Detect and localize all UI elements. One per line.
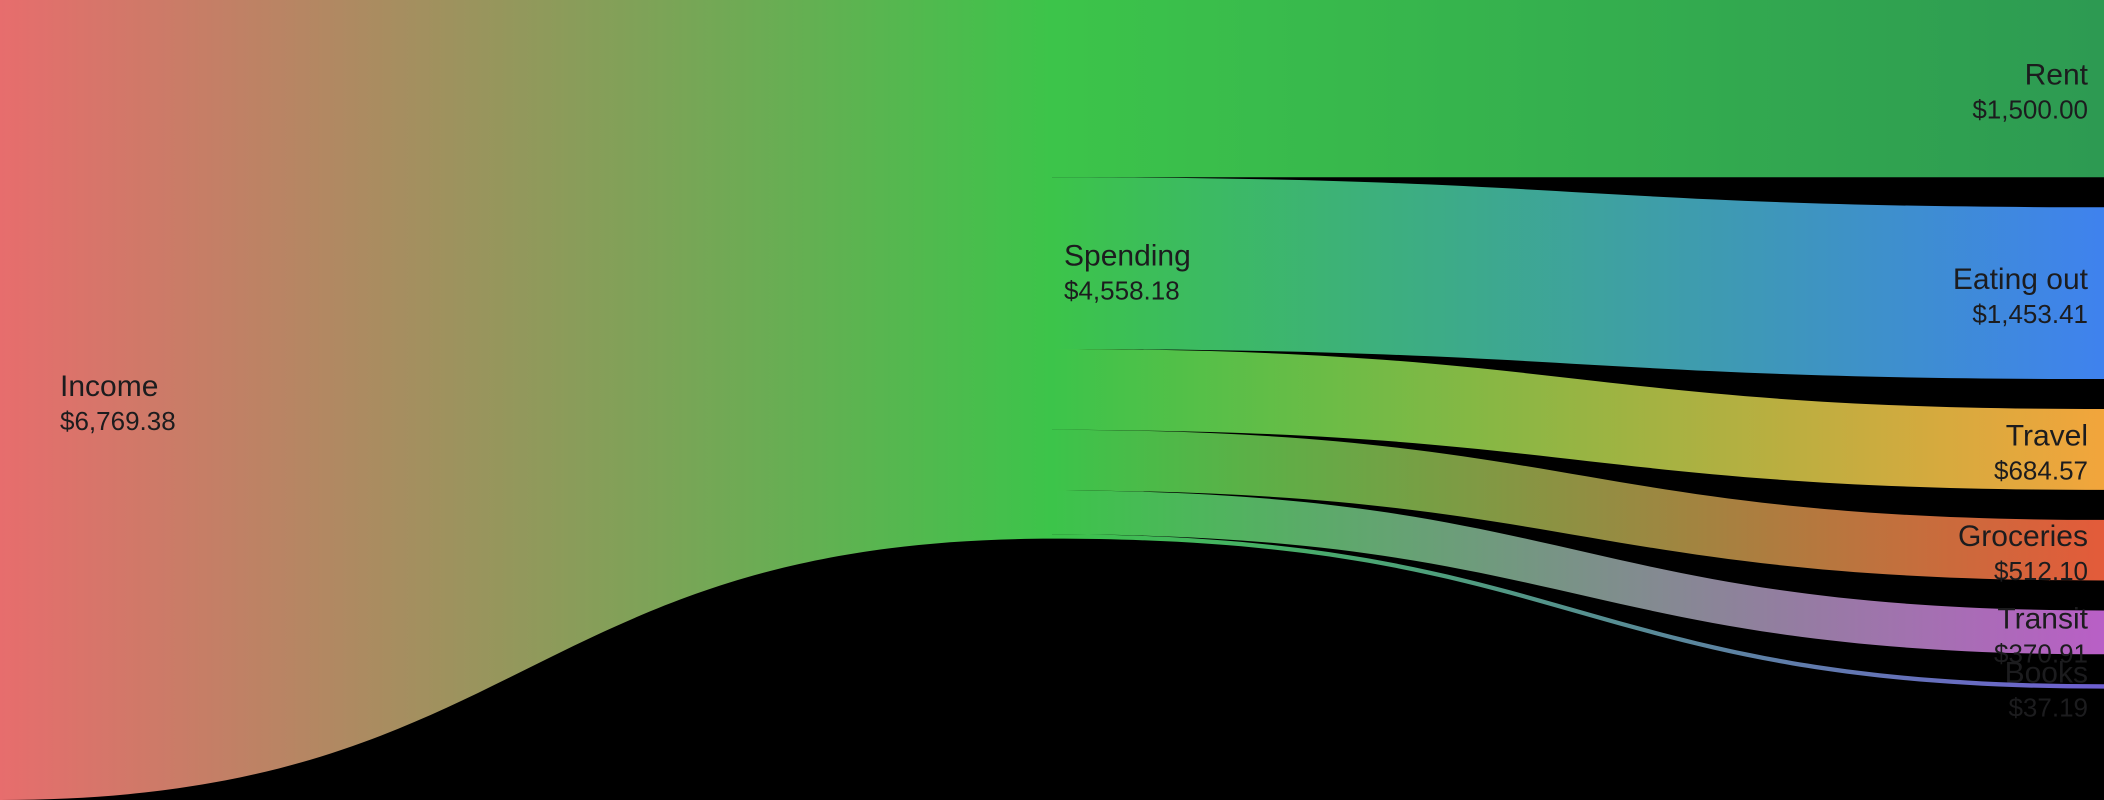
node-value-books: $37.19 (2008, 692, 2088, 722)
flow-spending-rent (1052, 0, 2104, 177)
flow-spending-eatingout (1052, 177, 2104, 379)
node-label-eatingout: Eating out (1953, 263, 2089, 296)
node-value-travel: $684.57 (1994, 455, 2088, 485)
node-value-rent: $1,500.00 (1972, 95, 2088, 125)
node-travel: Travel$684.57 (1994, 419, 2088, 485)
node-label-books: Books (2005, 656, 2088, 689)
node-value-income: $6,769.38 (60, 406, 176, 436)
node-spending: Spending$4,558.18 (1064, 239, 1191, 305)
node-label-groceries: Groceries (1958, 520, 2088, 553)
node-label-income: Income (60, 370, 158, 403)
node-label-travel: Travel (2006, 419, 2088, 452)
node-label-spending: Spending (1064, 239, 1191, 272)
node-value-eatingout: $1,453.41 (1972, 299, 2088, 329)
sankey-chart: Income$6,769.38 Spending$4,558.18 Rent$1,5… (0, 0, 2104, 800)
node-eatingout: Eating out$1,453.41 (1953, 263, 2089, 329)
node-value-spending: $4,558.18 (1064, 275, 1180, 305)
node-label-rent: Rent (2025, 59, 2089, 92)
node-value-groceries: $512.10 (1994, 556, 2088, 586)
node-label-transit: Transit (1997, 602, 2088, 635)
node-books: Books$37.19 (2005, 656, 2088, 722)
